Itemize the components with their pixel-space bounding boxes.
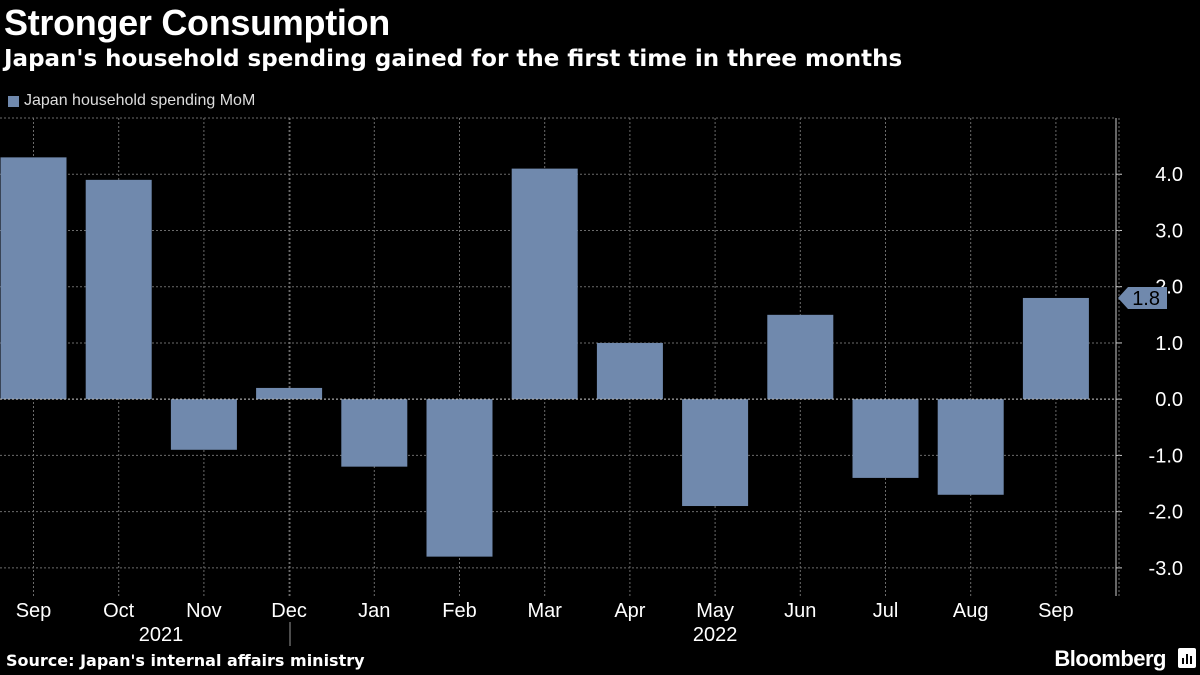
bar xyxy=(1022,297,1089,400)
bar xyxy=(426,399,493,557)
x-tick-label: May xyxy=(696,600,734,622)
last-value-label: 1.8 xyxy=(1132,288,1160,310)
bar xyxy=(852,399,919,478)
x-group-label: 2022 xyxy=(693,624,738,646)
bar xyxy=(0,157,67,400)
y-tick-label: -3.0 xyxy=(1149,558,1183,580)
y-tick-label: 0.0 xyxy=(1155,389,1183,411)
x-tick-label: Dec xyxy=(271,600,307,622)
x-tick-label: Mar xyxy=(527,600,562,622)
legend: Japan household spending MoM xyxy=(8,92,255,110)
bar xyxy=(256,387,323,400)
bar xyxy=(682,399,749,507)
source-note: Source: Japan's internal affairs ministr… xyxy=(6,651,365,670)
bar xyxy=(596,342,663,400)
legend-swatch xyxy=(8,95,19,107)
y-tick-label: -1.0 xyxy=(1149,445,1183,467)
bloomberg-logo: Bloomberg xyxy=(1054,646,1166,671)
bar xyxy=(341,399,408,467)
last-value-callout xyxy=(1118,286,1167,309)
y-tick-label: 3.0 xyxy=(1155,220,1183,242)
bar xyxy=(937,399,1004,495)
y-axis-label: Percent xyxy=(1197,302,1200,385)
bar xyxy=(85,179,152,400)
bar xyxy=(511,168,578,400)
x-tick-label: Apr xyxy=(614,600,645,622)
y-tick-label: 1.0 xyxy=(1155,333,1183,355)
x-tick-label: Sep xyxy=(16,600,52,622)
chart-title: Stronger Consumption xyxy=(4,2,390,43)
legend-label: Japan household spending MoM xyxy=(24,92,256,109)
x-tick-label: Sep xyxy=(1038,600,1074,622)
x-tick-label: Jun xyxy=(784,600,816,622)
y-tick-label: -2.0 xyxy=(1149,502,1183,524)
x-tick-label: Oct xyxy=(103,600,135,622)
x-tick-label: Feb xyxy=(442,600,476,622)
chart-subtitle: Japan's household spending gained for th… xyxy=(4,46,903,72)
bar xyxy=(767,314,834,400)
x-group-label: 2021 xyxy=(139,624,184,646)
x-tick-label: Jan xyxy=(358,600,390,622)
x-tick-label: Nov xyxy=(186,600,222,622)
bar xyxy=(170,399,237,450)
bloomberg-chart-icon xyxy=(1178,648,1196,668)
x-tick-label: Jul xyxy=(873,600,899,622)
x-tick-label: Aug xyxy=(953,600,989,622)
y-tick-label: 4.0 xyxy=(1155,164,1183,186)
